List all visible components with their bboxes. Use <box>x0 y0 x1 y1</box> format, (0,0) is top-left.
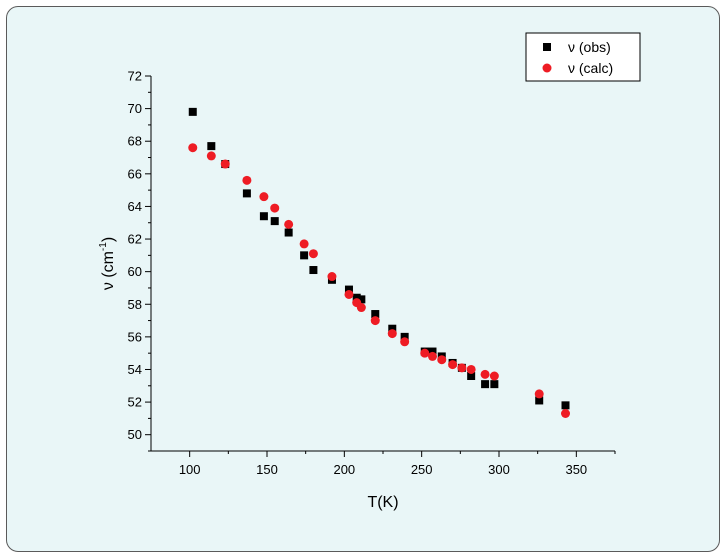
y-axis-title-base: ν (cm <box>100 251 117 290</box>
data-point-calc <box>561 409 571 418</box>
data-point-obs <box>371 310 380 319</box>
data-point-calc <box>437 355 447 365</box>
data-point-calc <box>457 363 467 373</box>
chart-frame: 100 150 200 250 300 350 50 52 54 56 58 60 62 64 66 68 7… <box>6 6 720 552</box>
y-axis-title-close: ) <box>100 237 117 242</box>
y-axis-ticks: 50 52 54 56 58 60 62 64 66 68 70 72 <box>128 69 151 452</box>
data-point-calc <box>327 272 337 282</box>
data-point-calc <box>299 239 309 249</box>
data-point-obs <box>207 142 216 151</box>
y-tick-label: 66 <box>128 166 142 181</box>
data-point-calc <box>206 151 216 161</box>
data-point-obs <box>284 228 293 237</box>
data-point-obs <box>400 332 409 341</box>
y-tick-label: 68 <box>128 134 142 149</box>
y-axis-title: ν (cm-1) <box>98 237 117 290</box>
data-point-calc <box>370 316 380 326</box>
data-point-calc <box>308 249 318 259</box>
data-point-obs <box>188 107 197 116</box>
data-point-obs <box>259 212 268 221</box>
y-tick-label: 50 <box>128 427 142 442</box>
series-2 <box>188 143 571 418</box>
data-point-obs <box>352 293 361 302</box>
data-point-calc <box>344 289 354 299</box>
x-axis-ticks: 100 150 200 250 300 350 <box>179 451 616 477</box>
data-point-calc <box>534 389 544 399</box>
series-1 <box>188 107 570 410</box>
y-tick-label: 56 <box>128 329 142 344</box>
data-point-calc <box>489 371 499 381</box>
x-tick-label: 300 <box>488 462 510 477</box>
data-point-obs <box>344 285 353 294</box>
data-point-obs <box>490 380 499 389</box>
x-tick-label: 100 <box>179 462 201 477</box>
data-point-obs <box>481 380 490 389</box>
x-tick-label: 200 <box>333 462 355 477</box>
y-tick-label: 60 <box>128 264 142 279</box>
data-point-obs <box>388 324 397 333</box>
y-axis-title-superscript: -1 <box>98 242 109 251</box>
data-point-obs <box>561 401 570 410</box>
scatter-chart: 100 150 200 250 300 350 50 52 54 56 58 60 62 64 66 68 7… <box>98 32 641 511</box>
legend-marker-obs <box>543 43 551 51</box>
data-point-calc <box>284 219 294 229</box>
legend: ν (obs) ν (calc) <box>525 32 641 82</box>
x-tick-label: 250 <box>411 462 433 477</box>
data-point-calc <box>400 337 410 347</box>
legend-label: ν (calc) <box>568 60 613 76</box>
data-points <box>188 107 571 418</box>
y-tick-label: 70 <box>128 101 142 116</box>
data-point-calc <box>188 143 198 153</box>
data-point-calc <box>427 351 437 361</box>
data-point-obs <box>357 295 366 304</box>
legend-label: ν (obs) <box>568 39 611 55</box>
data-point-calc <box>220 159 230 169</box>
data-point-obs <box>467 372 476 380</box>
y-tick-label: 72 <box>128 69 142 84</box>
data-point-calc <box>242 175 252 185</box>
y-tick-label: 54 <box>128 362 142 377</box>
data-point-obs <box>242 189 251 198</box>
data-point-obs <box>270 217 279 226</box>
data-point-calc <box>356 303 366 313</box>
x-axis-title: T(K) <box>367 494 398 511</box>
x-tick-label: 350 <box>565 462 587 477</box>
legend-marker-calc <box>542 63 552 73</box>
data-point-obs <box>428 347 437 356</box>
data-point-calc <box>387 329 397 339</box>
y-tick-label: 52 <box>128 395 142 410</box>
axes <box>150 76 615 452</box>
data-point-calc <box>420 348 430 358</box>
data-point-calc <box>270 203 280 213</box>
x-tick-label: 150 <box>256 462 278 477</box>
data-point-calc <box>480 369 490 379</box>
y-tick-label: 58 <box>128 297 142 312</box>
data-point-obs <box>300 251 309 260</box>
y-tick-label: 62 <box>128 232 142 247</box>
legend-items: ν (obs) ν (calc) <box>542 39 613 76</box>
data-point-calc <box>448 360 458 370</box>
y-tick-label: 64 <box>128 199 142 214</box>
data-point-obs <box>535 396 544 405</box>
data-point-obs <box>309 266 318 275</box>
data-point-calc <box>259 192 269 202</box>
data-point-calc <box>466 364 476 374</box>
legend-box <box>525 32 641 82</box>
